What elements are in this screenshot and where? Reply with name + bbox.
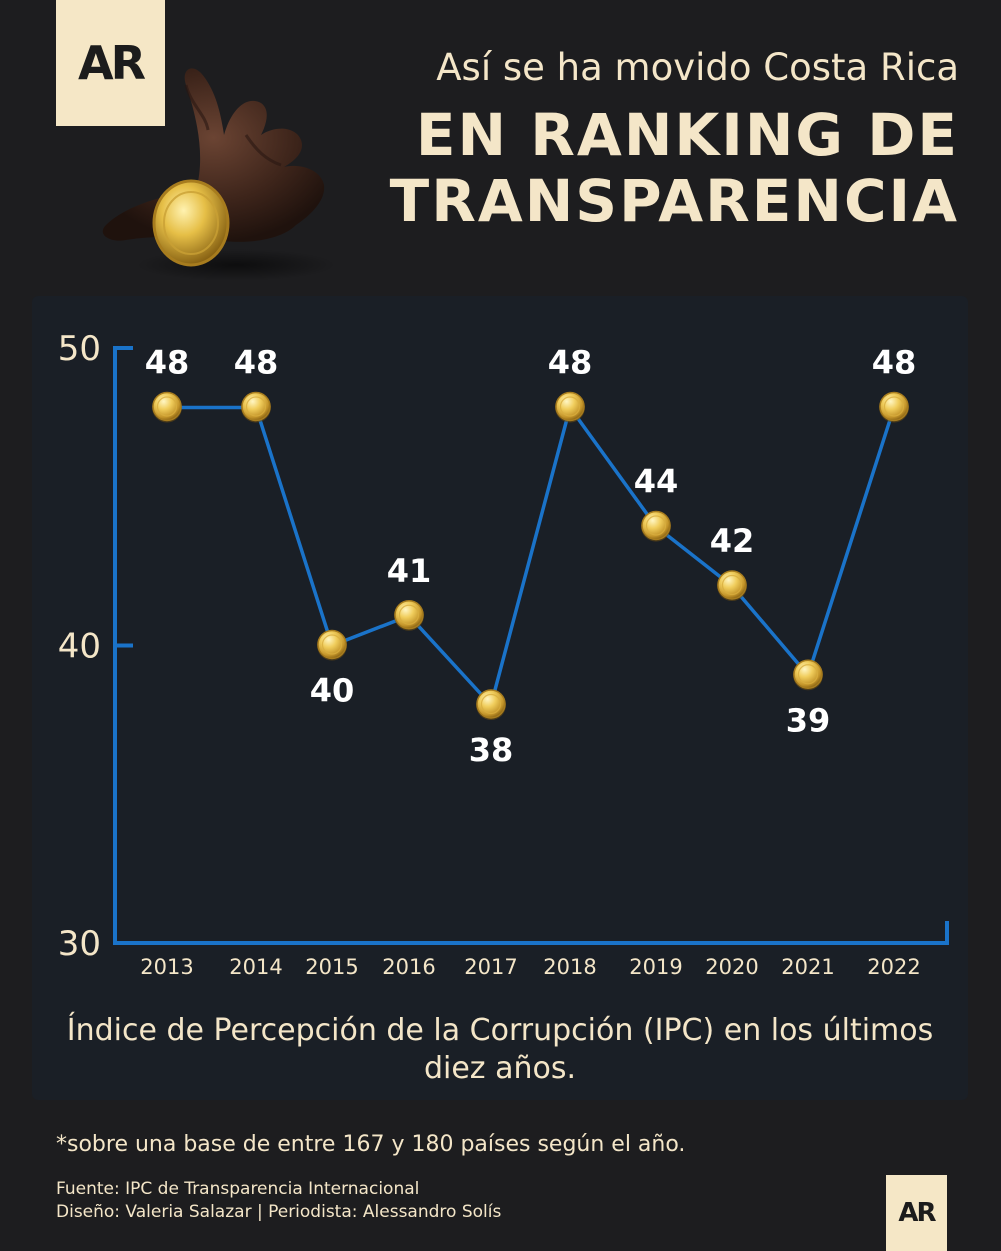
y-tick-label: 50 — [58, 329, 101, 369]
data-label: 38 — [469, 731, 514, 769]
chart-subtitle: Así se ha movido Costa Rica — [436, 46, 959, 89]
ar-logo: AR — [56, 0, 165, 126]
coin-rim — [645, 515, 667, 536]
x-tick-label: 2016 — [382, 955, 435, 979]
data-label: 39 — [786, 701, 831, 739]
data-label: 48 — [548, 344, 593, 382]
coin-rim — [883, 396, 905, 417]
data-label: 48 — [145, 344, 190, 382]
data-label: 41 — [387, 552, 432, 590]
coin-rim — [721, 574, 743, 596]
data-label: 40 — [310, 672, 355, 710]
x-tick-label: 2014 — [229, 955, 282, 979]
coin-rim — [398, 604, 420, 625]
x-tick-label: 2021 — [781, 955, 834, 979]
source-credit: Fuente: IPC de Transparencia Internacion… — [56, 1179, 420, 1199]
chart-title: EN RANKING DE TRANSPARENCIA — [390, 102, 959, 234]
coin-rim — [559, 396, 581, 417]
chart-title-line-2: TRANSPARENCIA — [389, 167, 959, 235]
coin-rim — [321, 634, 343, 655]
coin-rim — [245, 396, 267, 417]
data-label: 44 — [634, 463, 679, 501]
chart-title-line-1: EN RANKING DE — [415, 101, 959, 169]
x-tick-label: 2018 — [543, 955, 596, 979]
x-tick-label: 2017 — [464, 955, 517, 979]
y-tick-label: 30 — [58, 924, 101, 964]
data-label: 48 — [872, 344, 917, 382]
x-tick-label: 2020 — [705, 955, 758, 979]
coin-rim — [480, 693, 502, 715]
x-tick-label: 2019 — [629, 955, 682, 979]
x-tick-label: 2022 — [867, 955, 920, 979]
coin-rim — [797, 664, 819, 685]
series-line — [167, 405, 896, 707]
credits: Fuente: IPC de Transparencia Internacion… — [56, 1178, 501, 1224]
data-label: 42 — [710, 522, 755, 560]
hand-holding-coin-illustration — [96, 55, 346, 285]
x-tick-label: 2015 — [305, 955, 358, 979]
axes-frame — [113, 346, 949, 945]
line-chart: 30 40 50 2013 2014 2015 2016 2017 2018 2019 2020 20… — [58, 329, 949, 979]
chart-caption: Índice de Percepción de la Corrupción (I… — [66, 1013, 934, 1086]
data-label: 48 — [234, 344, 279, 382]
coin-rim — [156, 396, 178, 417]
footnote: *sobre una base de entre 167 y 180 paíse… — [56, 1132, 686, 1157]
x-tick-label: 2013 — [140, 955, 193, 979]
ar-logo-footer: AR — [886, 1175, 947, 1251]
design-credit: Diseño: Valeria Salazar | Periodista: Al… — [56, 1202, 502, 1222]
y-tick-label: 40 — [58, 627, 101, 667]
